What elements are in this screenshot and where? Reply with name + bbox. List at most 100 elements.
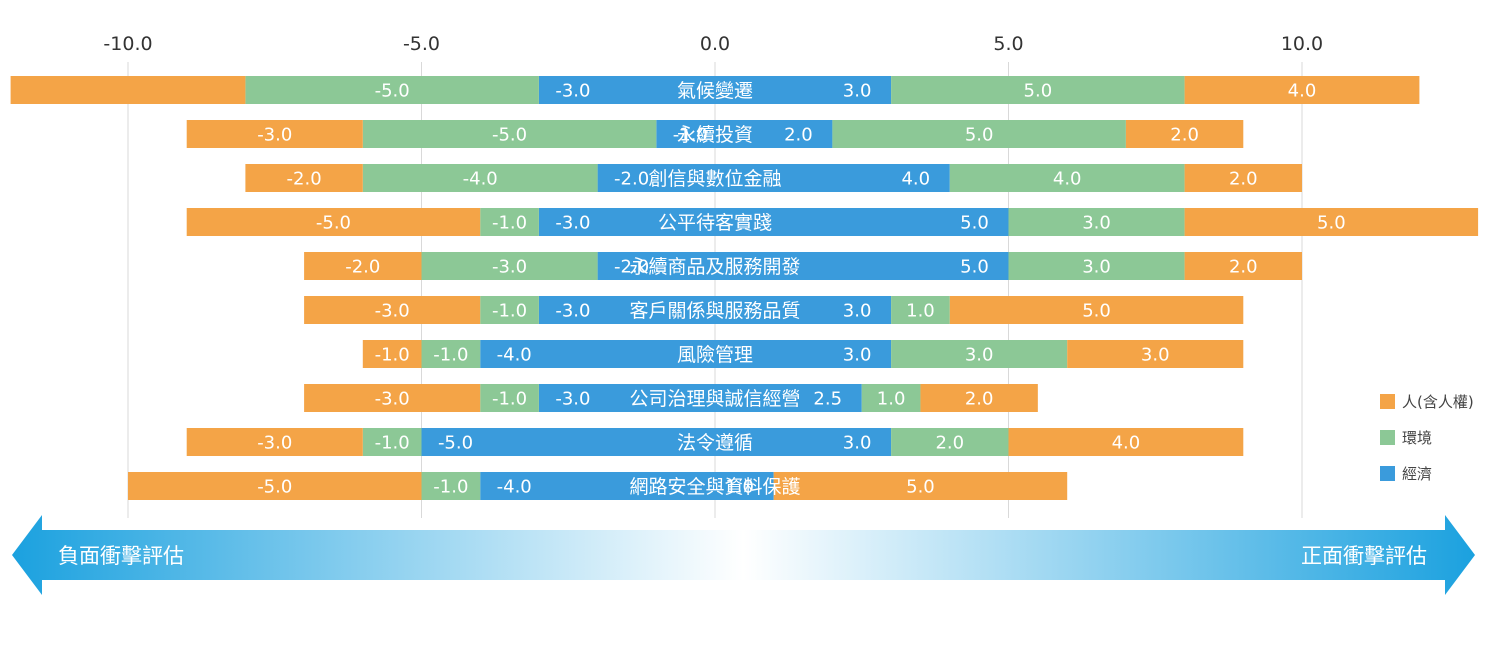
bar-data-label: 2.0 [965,389,994,410]
bar-segment [1184,164,1302,192]
bar-data-label: 2.0 [1229,169,1258,190]
bar-data-label: 3.0 [1082,257,1111,278]
bar-segment [861,384,921,412]
bar-data-label: -1.0 [492,301,527,322]
bar-data-label: -3.0 [555,389,590,410]
bar-data-label: -3.0 [555,81,590,102]
bar-data-label: -1.0 [375,433,410,454]
bar-data-label: -3.0 [257,125,292,146]
bar-data-label: 5.0 [1024,81,1053,102]
bar-data-label: -2.0 [614,257,649,278]
bar-data-label: -1.0 [673,125,708,146]
bar-data-label: 2.5 [813,389,842,410]
bar-segment [597,164,715,192]
category-label: 客戶關係與服務品質 [629,300,800,322]
bar-segment [304,296,481,324]
bar-data-label: 1.0 [725,477,754,498]
bar-segment [186,428,363,456]
bar-data-label: 3.0 [843,345,872,366]
bar-data-label: 5.0 [965,125,994,146]
bar-data-label: -1.0 [433,345,468,366]
bar-data-label: 3.0 [843,81,872,102]
bar-segment [891,428,1009,456]
bar-segment [480,384,539,412]
bar-data-label: -4.0 [463,169,498,190]
bar-data-label: 3.0 [1141,345,1170,366]
bar-data-label: 1.0 [906,301,935,322]
bar-data-label: -1.0 [375,345,410,366]
x-tick-label: 5.0 [993,33,1023,55]
bar-segment [715,208,1009,236]
bar-data-label: -5.0 [257,477,292,498]
bar-segment [715,164,950,192]
bar-data-label: 2.0 [784,125,813,146]
category-label: 永續商品及服務開發 [629,256,800,278]
bar-segment [245,164,363,192]
bar-data-label: -3.0 [492,257,527,278]
bar-segment [891,340,1068,368]
legend-label: 環境 [1402,429,1432,447]
category-label: 法令遵循 [677,432,753,454]
bar-segment [715,472,774,500]
bar-segment [480,296,539,324]
bar-segment [421,252,598,280]
bar-data-label: -3.0 [375,389,410,410]
bar-segment [1184,76,1420,104]
bar-segment [920,384,1038,412]
bar-data-label: -5.0 [316,213,351,234]
bar-segment [245,76,539,104]
bar-segment [362,120,657,148]
bar-segment [949,164,1185,192]
bar-data-label: -3.0 [555,301,590,322]
bar-data-label: 4.0 [1053,169,1082,190]
legend-swatch [1380,394,1395,409]
bar-data-label: -4.0 [497,345,532,366]
bar-data-label: -3.0 [375,301,410,322]
bar-segment [715,340,892,368]
bar-data-label: -4.0 [497,477,532,498]
bar-data-label: 3.0 [843,301,872,322]
bar-data-label: -1.0 [492,389,527,410]
bar-segment [1184,252,1302,280]
x-tick-label: -10.0 [103,33,152,55]
bar-segment [128,472,422,500]
bar-segment [1008,208,1185,236]
bar-segment [304,252,422,280]
category-label: 風險管理 [677,344,753,366]
bar-segment [715,252,1009,280]
bar-data-label: 1.0 [877,389,906,410]
bar-data-label: -2.0 [614,169,649,190]
bar-segment [597,252,715,280]
bar-data-label: 4.0 [1288,81,1317,102]
x-tick-label: 10.0 [1281,33,1323,55]
bar-data-label: 5.0 [1317,213,1346,234]
bar-data-label: -1.0 [433,477,468,498]
bar-segment [362,428,422,456]
bar-segment [304,384,481,412]
bar-segment [480,472,715,500]
bar-data-label: 5.0 [960,257,989,278]
category-label: 氣候變遷 [677,80,753,102]
bar-segment [949,296,1244,324]
bar-segment [1184,208,1479,236]
bar-segment [715,296,892,324]
bar-segment [1067,340,1244,368]
bar-data-label: -5.0 [375,81,410,102]
bar-segment [715,76,892,104]
bar-segment [421,428,715,456]
category-label: 公平待客實踐 [658,212,772,234]
bar-segment [1008,252,1185,280]
bar-segment [10,76,246,104]
bar-data-label: -1.0 [492,213,527,234]
bar-segment [891,296,950,324]
category-label: 永續投資 [677,124,753,146]
legend-label: 人(含人權) [1402,393,1474,411]
bar-data-label: 5.0 [906,477,935,498]
bar-data-label: 5.0 [1082,301,1111,322]
bar-segment [656,120,715,148]
bar-segment [715,384,862,412]
bar-segment [773,472,1068,500]
bar-data-label: 2.0 [935,433,964,454]
